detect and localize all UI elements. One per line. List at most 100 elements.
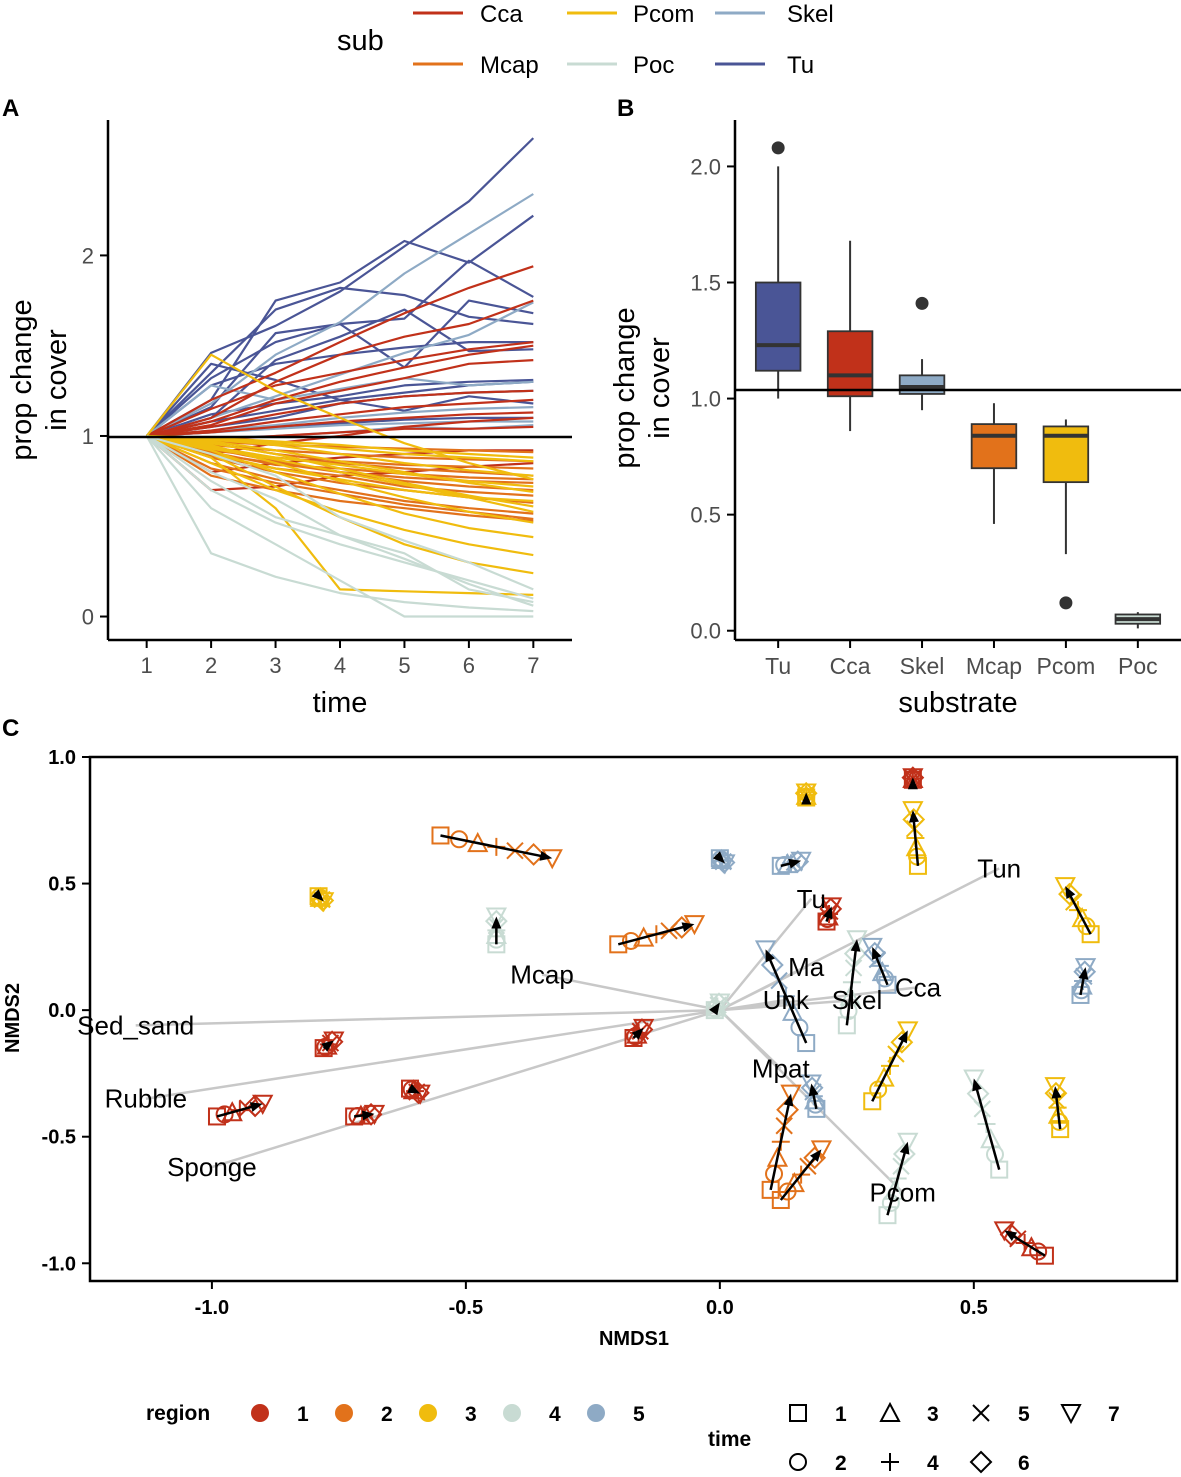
site-6-time-7-marker — [632, 1018, 655, 1039]
site-16-time-7-marker — [820, 897, 843, 918]
site-17-time-7-marker — [754, 940, 777, 961]
top-legend: sub Cca Pcom Skel Mcap Poc Tu — [337, 1, 834, 79]
x-tick-label-5: 5 — [398, 653, 410, 678]
site-24-time-7-marker — [1054, 877, 1076, 898]
region-legend-dot-2 — [335, 1404, 353, 1422]
trajectory-10-arrowhead — [709, 1002, 720, 1016]
env-vector-label-tun: Tun — [977, 853, 1021, 883]
panel-a-x-ticks: 1 2 3 4 5 6 7 — [141, 640, 539, 678]
site-2-time-2-marker — [621, 931, 640, 950]
box-tu-outlier-1 — [771, 141, 785, 155]
trajectory-19-arrowhead — [872, 946, 882, 960]
line-series-mcap-41 — [146, 435, 534, 522]
top-legend-label-1: Cca — [480, 1, 523, 28]
y-tick-label-2: 2 — [82, 243, 94, 268]
trajectory-28-arrowhead — [810, 1149, 822, 1162]
top-legend-item-6: Tu — [715, 52, 814, 79]
box-cca — [826, 330, 874, 398]
env-vector-label-rubble: Rubble — [105, 1084, 187, 1114]
line-series-pcom-52 — [146, 434, 534, 463]
site-17-time-6-marker — [760, 953, 784, 977]
trajectory-22-line — [974, 1083, 1001, 1170]
panel-b-boxes — [754, 141, 1162, 629]
top-legend-item-2: Pcom — [567, 1, 694, 28]
trajectory-2-arrowhead — [681, 922, 695, 932]
panel-b-y-ticks: 0.0 0.5 1.0 1.5 2.0 — [690, 154, 735, 644]
line-series-cca-22 — [146, 344, 534, 438]
y-tick-label-0.5: 0.5 — [690, 503, 721, 528]
time-legend-shape-6 — [969, 1450, 993, 1474]
site-25-time-7-marker — [1074, 958, 1097, 979]
trajectory-22-arrowhead — [972, 1078, 982, 1092]
time-legend-label-2: 2 — [835, 1452, 847, 1475]
trajectory-5-arrowhead — [321, 1040, 334, 1052]
line-series-poc-57 — [145, 435, 534, 613]
site-28-time-7-marker — [810, 1140, 833, 1161]
site-4-time-7-marker — [485, 907, 508, 928]
y-tick-label-3: 0.5 — [48, 874, 76, 896]
line-series-tu-1 — [145, 137, 535, 437]
env-vector-label-mcap: Mcap — [510, 960, 574, 990]
region-legend-dot-3 — [419, 1404, 437, 1422]
site-17-time-1-marker — [797, 1034, 816, 1053]
y-tick-label-0: 0.0 — [690, 619, 721, 644]
time-legend-shape-4 — [881, 1453, 899, 1471]
trajectory-8-arrowhead — [361, 1110, 375, 1121]
line-series-skel-13 — [146, 193, 534, 437]
x-tick-label-6: 6 — [463, 653, 475, 678]
site-26-time-7-marker — [800, 1074, 822, 1095]
panel-a: 1 2 3 4 5 6 7 0 1 2 time prop change in cover — [6, 120, 572, 719]
site-3-time-7-marker — [312, 892, 335, 913]
site-22-time-7-marker — [963, 1069, 985, 1090]
bottom-legend: region 1 2 3 4 5 time 1 3 5 7 2 4 6 — [146, 1401, 1120, 1475]
env-vector-sed-sand — [135, 1008, 720, 1027]
panel-label-c: C — [2, 715, 19, 742]
env-vector-mcap — [541, 973, 721, 1012]
site-2-time-1-marker — [609, 935, 628, 954]
panel-c-arrows — [216, 777, 1092, 1257]
site-14-time-7-marker — [902, 768, 924, 789]
x-tick-label-0: -1.0 — [195, 1297, 229, 1319]
site-23-time-7-marker — [897, 1132, 919, 1153]
site-29-time-2-marker — [1029, 1242, 1048, 1261]
env-vector-label-tu: Tu — [797, 884, 826, 914]
top-legend-label-5: Poc — [633, 52, 674, 79]
line-series-cca-19 — [146, 265, 534, 437]
trajectory-6-arrowhead — [631, 1027, 644, 1040]
trajectory-24-line — [1066, 890, 1092, 935]
x-tick-label-4: 4 — [334, 653, 346, 678]
line-series-pcom-47 — [146, 434, 534, 539]
y-tick-label-1: 1 — [82, 424, 94, 449]
site-29-time-7-marker — [993, 1221, 1015, 1242]
panel-a-y-label-line-1: prop change — [6, 299, 38, 460]
x-tick-label-1: 1 — [141, 653, 153, 678]
y-tick-label-2: 0.0 — [48, 1000, 76, 1022]
panel-c-y-ticks: -1.0 -0.5 0.0 0.5 1.0 — [42, 747, 90, 1275]
top-legend-label-6: Tu — [787, 52, 814, 79]
panel-c-x-label: NMDS1 — [599, 1328, 669, 1350]
trajectory-17-line — [766, 954, 808, 1044]
line-series-mcap-38 — [146, 434, 534, 497]
site-25-time-3-marker — [1071, 974, 1093, 995]
trajectory-28-line — [779, 1153, 819, 1201]
line-series-tu-11 — [145, 286, 534, 437]
trajectory-2-line — [617, 924, 689, 946]
trajectory-15-line — [912, 816, 920, 866]
panel-b-y-label-line-1: prop change — [609, 307, 641, 468]
trajectory-9-arrowhead — [407, 1083, 421, 1094]
site-7-time-6-marker — [243, 1094, 267, 1118]
line-series-poc-58 — [145, 435, 534, 618]
trajectory-21-arrowhead — [1051, 1086, 1062, 1099]
trajectory-4-arrowhead — [491, 916, 502, 929]
time-legend-title: time — [708, 1428, 751, 1451]
panel-label-b: B — [617, 95, 634, 122]
line-series-pcom-50 — [146, 434, 534, 493]
y-tick-label-1: 1.0 — [690, 387, 721, 412]
site-9-time-7-marker — [409, 1084, 431, 1105]
trajectory-16-arrowhead — [823, 906, 833, 920]
line-series-pcom-48 — [146, 434, 534, 524]
trajectory-18-arrowhead — [850, 939, 861, 952]
site-28-time-3-marker — [783, 1171, 806, 1193]
trajectory-1-arrowhead — [539, 850, 553, 861]
top-legend-label-3: Skel — [787, 1, 834, 28]
